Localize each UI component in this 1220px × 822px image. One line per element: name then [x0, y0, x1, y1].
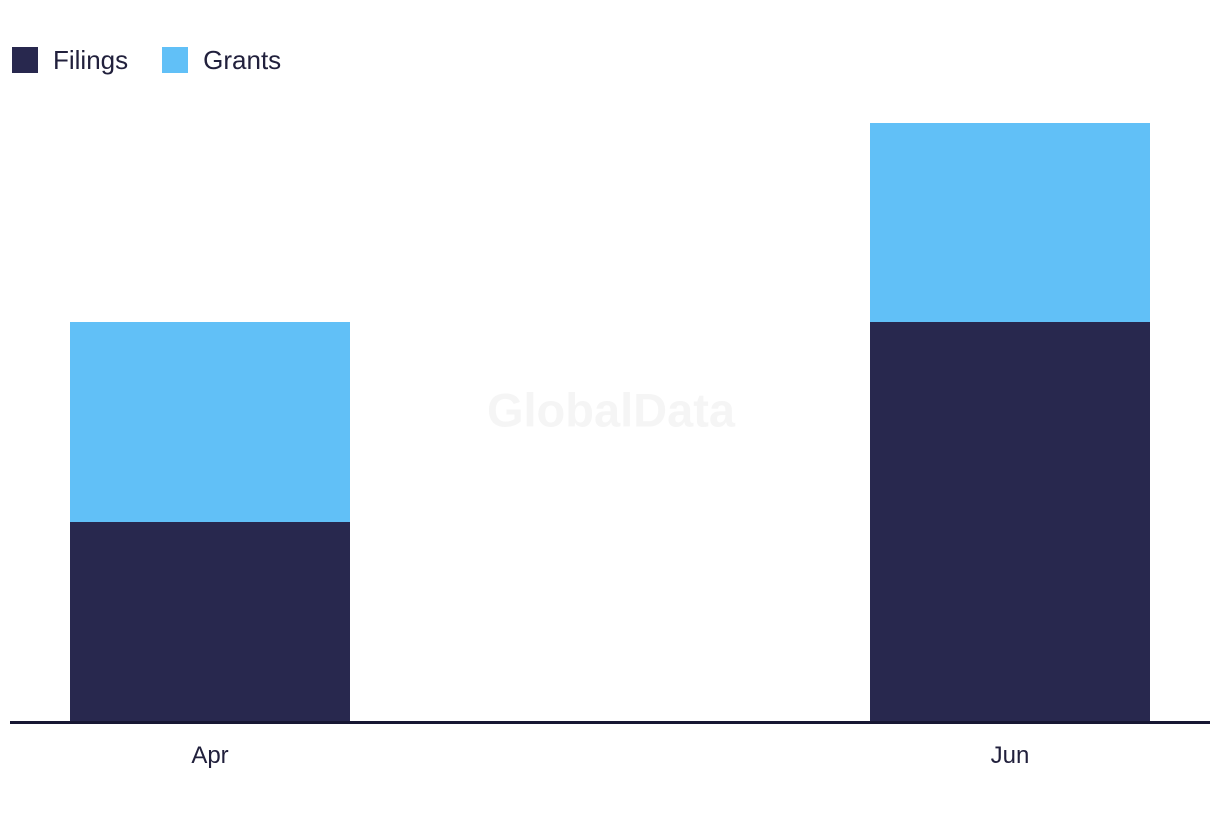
- legend-item-filings[interactable]: Filings: [12, 47, 128, 73]
- x-axis-line: [10, 721, 1210, 724]
- legend-label: Grants: [203, 45, 282, 75]
- legend-swatch-filings: [12, 47, 38, 73]
- chart-legend: Filings Grants: [12, 47, 281, 73]
- bar-segment-apr-filings[interactable]: [70, 521, 350, 721]
- x-axis-label-jun: Jun: [990, 742, 1030, 769]
- legend-swatch-grants: [162, 47, 189, 73]
- legend-label: Filings: [53, 45, 129, 75]
- bar-segment-jun-filings[interactable]: [870, 322, 1150, 721]
- bar-segment-apr-grants[interactable]: [70, 322, 350, 522]
- watermark: GlobalData: [486, 383, 736, 437]
- bar-segment-jun-grants[interactable]: [870, 123, 1150, 323]
- x-axis-label-apr: Apr: [191, 742, 229, 769]
- legend-item-grants[interactable]: Grants: [162, 47, 281, 73]
